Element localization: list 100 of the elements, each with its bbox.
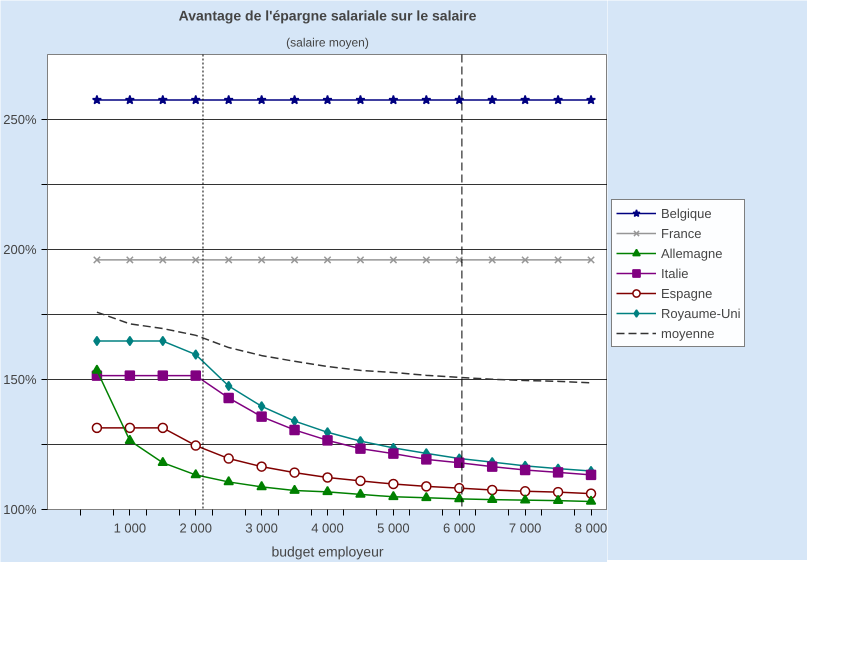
point: [355, 94, 366, 104]
point: [289, 484, 300, 494]
point: [258, 256, 266, 264]
point: [355, 476, 366, 486]
point: [289, 467, 300, 478]
legend-label: France: [661, 224, 702, 242]
legend-label: Italie: [661, 264, 688, 282]
point: [190, 94, 201, 104]
point: [520, 464, 530, 476]
point: [224, 256, 233, 264]
point: [586, 94, 596, 104]
point: [488, 256, 496, 264]
point: [223, 392, 234, 404]
point: [223, 476, 234, 486]
point: [486, 494, 498, 503]
point: [487, 94, 498, 104]
point: [126, 336, 134, 346]
point: [158, 422, 168, 434]
legend-label: Royaume-Uni: [661, 304, 740, 322]
point: [454, 457, 465, 468]
point: [355, 488, 366, 498]
x-tick-label: 1 000: [114, 520, 146, 536]
point: [388, 478, 399, 490]
point: [586, 470, 596, 480]
point: [190, 370, 201, 381]
x-tick-label: 2 000: [179, 520, 212, 536]
point: [520, 486, 530, 497]
point: [92, 364, 102, 374]
point: [454, 94, 464, 104]
point: [587, 256, 595, 264]
point: [322, 472, 333, 483]
point: [520, 94, 530, 104]
point: [520, 494, 530, 504]
point: [224, 380, 232, 392]
point: [322, 435, 333, 446]
point: [521, 256, 530, 264]
point: [158, 456, 168, 466]
point: [486, 484, 498, 496]
point: [421, 94, 432, 104]
chart-title: Avantage de l'épargne salariale sur le salaire: [178, 8, 477, 24]
point: [289, 424, 300, 436]
point: [554, 256, 562, 264]
point: [158, 370, 168, 381]
point: [356, 256, 364, 264]
x-tick-label: 3 000: [245, 520, 278, 536]
chart-subtitle: (salaire moyen): [286, 36, 369, 50]
point: [324, 256, 332, 264]
point: [190, 468, 201, 478]
point: [322, 486, 333, 496]
point: [92, 256, 101, 264]
point: [421, 454, 432, 465]
point: [290, 416, 298, 426]
point: [224, 94, 234, 104]
point: [388, 448, 399, 459]
point: [192, 349, 200, 360]
point: [158, 256, 167, 264]
point: [355, 443, 366, 454]
point: [256, 480, 267, 490]
point: [388, 490, 399, 500]
y-tick-label: 200%: [3, 242, 37, 257]
point: [124, 94, 135, 104]
point: [93, 336, 101, 346]
point: [454, 482, 465, 494]
legend-label: moyenne: [661, 324, 714, 342]
y-tick-label: 150%: [3, 372, 37, 387]
point: [552, 486, 564, 498]
legend-label: Belgique: [661, 204, 712, 222]
y-tick-label: 100%: [3, 502, 37, 517]
point: [552, 494, 564, 504]
point: [92, 94, 102, 104]
point: [159, 336, 167, 346]
point: [553, 94, 564, 104]
point: [421, 481, 432, 492]
point: [586, 495, 596, 505]
point: [258, 401, 266, 412]
point: [190, 440, 201, 451]
x-tick-label: 5 000: [377, 520, 410, 536]
x-tick-label: 8 000: [574, 520, 608, 536]
point: [124, 434, 136, 444]
point: [256, 411, 267, 422]
point: [92, 422, 102, 434]
point: [454, 492, 465, 502]
point: [422, 256, 430, 264]
point: [256, 461, 267, 472]
point: [421, 492, 432, 502]
point: [455, 256, 464, 264]
legend-label: Allemagne: [661, 244, 722, 262]
point: [126, 256, 134, 264]
x-axis-title: budget employeur: [271, 544, 384, 560]
point: [322, 94, 333, 104]
point: [552, 467, 564, 478]
y-tick-label: 250%: [3, 112, 37, 127]
x-tick-label: 4 000: [311, 520, 344, 536]
point: [124, 422, 136, 434]
point: [290, 256, 298, 264]
legend-label: Espagne: [661, 284, 712, 302]
line-series: [96, 311, 592, 384]
point: [192, 256, 200, 264]
x-tick-label: 7 000: [508, 520, 542, 536]
point: [586, 488, 596, 499]
